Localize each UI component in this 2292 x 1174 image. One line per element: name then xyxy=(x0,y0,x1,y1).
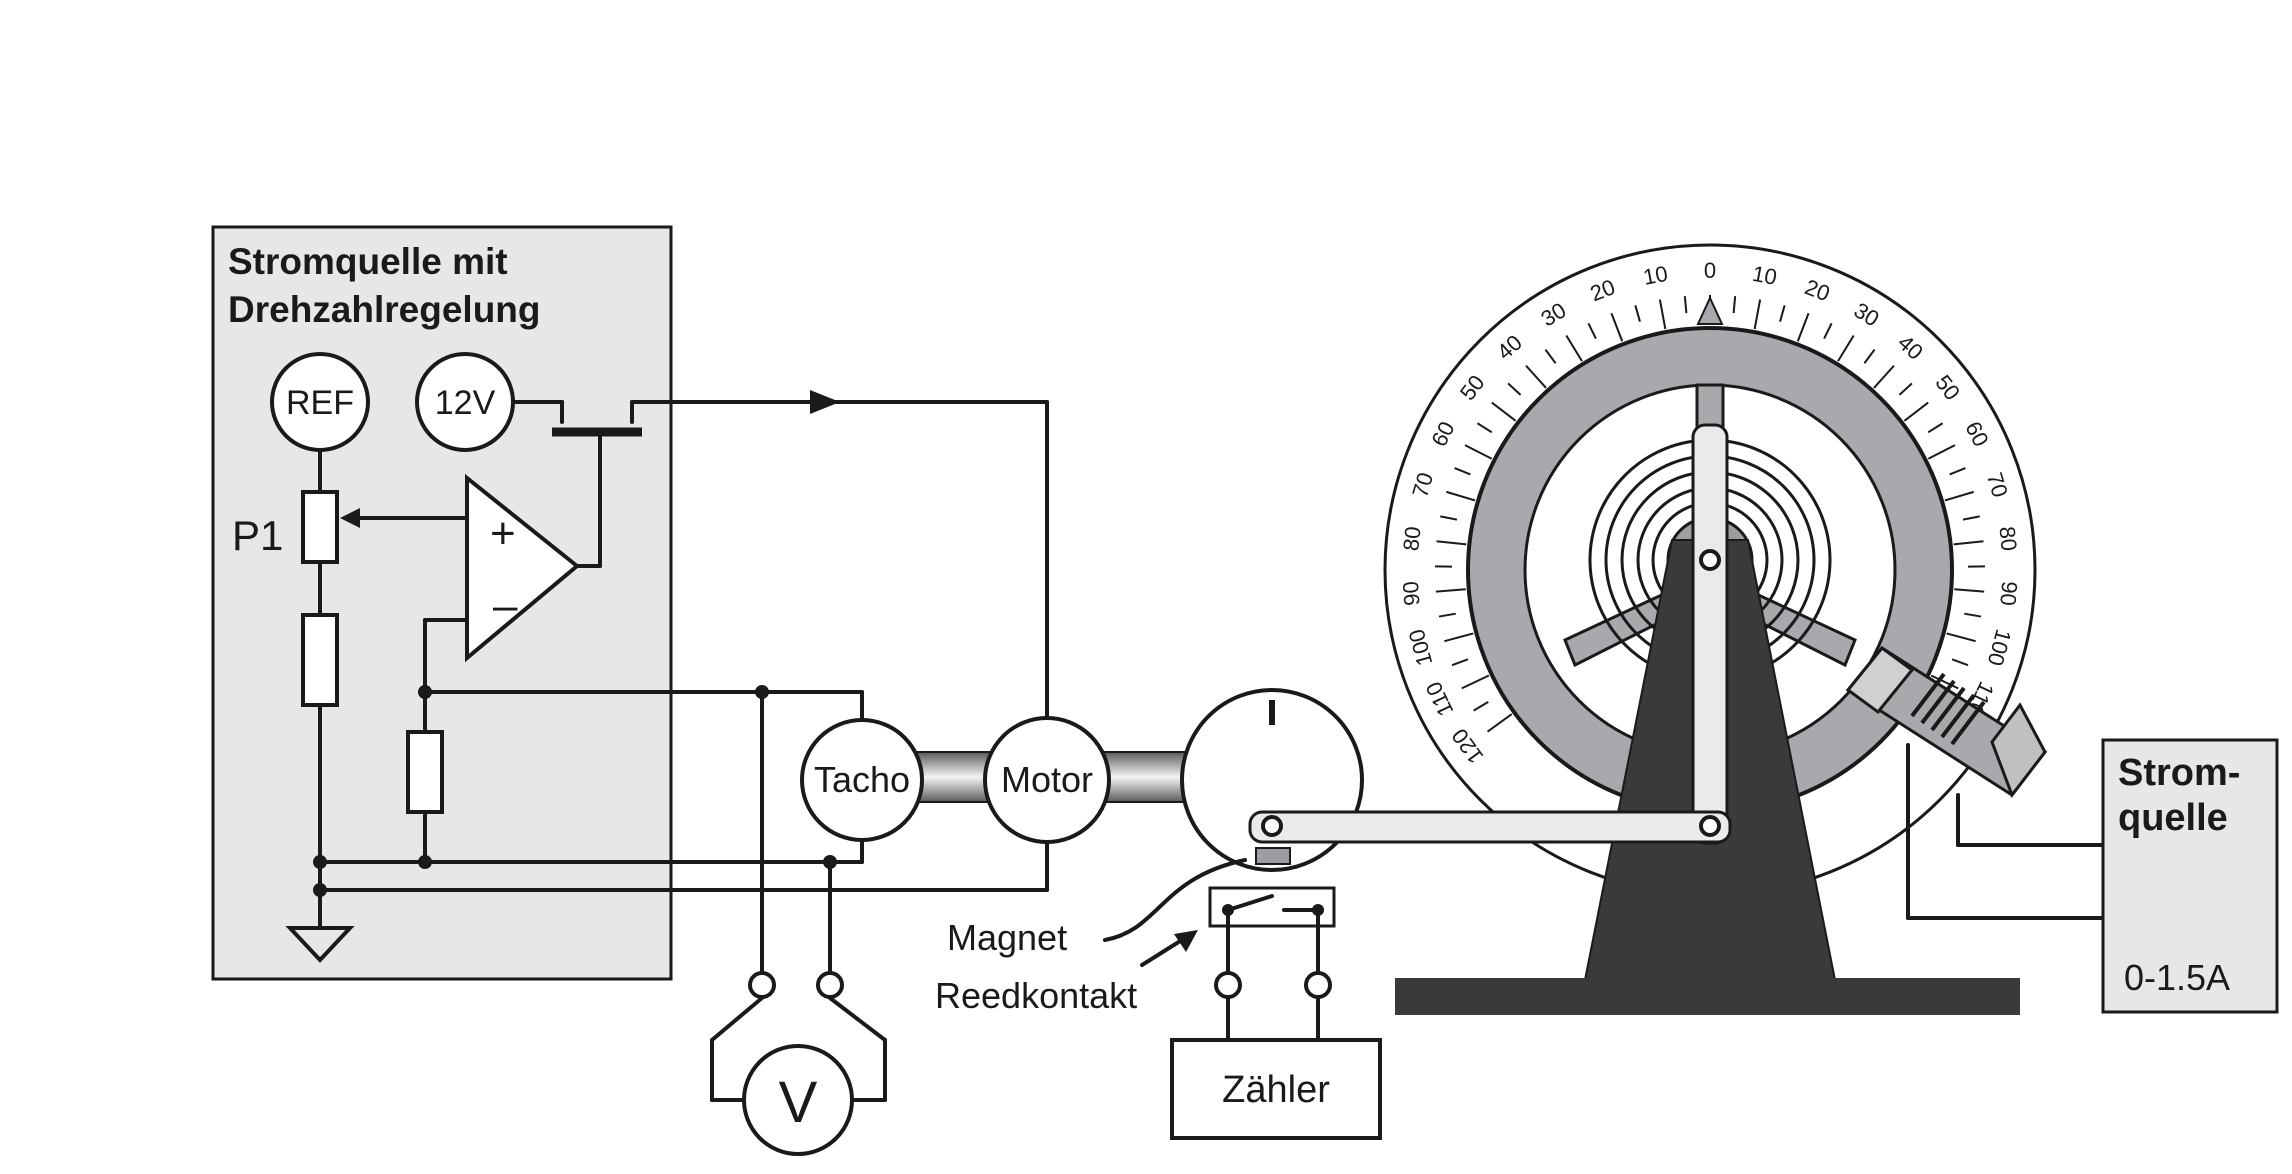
dial-tick xyxy=(1683,296,1688,314)
dial-tick xyxy=(1464,444,1493,460)
dial-tick xyxy=(1525,364,1547,389)
dial-tick xyxy=(1473,701,1489,712)
dial-tick xyxy=(1953,540,1984,546)
dial-tick xyxy=(1486,713,1513,733)
power-title-line1: Strom- xyxy=(2118,752,2240,794)
supply-12v: 12V xyxy=(415,352,515,452)
pot-label: P1 xyxy=(232,512,283,559)
potentiometer-p1: P1 xyxy=(232,490,339,564)
dial-tick xyxy=(1927,444,1956,460)
dial-tick xyxy=(1544,349,1557,364)
resistor-ground xyxy=(301,613,339,707)
dial-tick xyxy=(1954,588,1985,593)
dial-label: 10 xyxy=(1641,261,1670,290)
power-range: 0-1.5A xyxy=(2124,957,2230,998)
controller-wiring xyxy=(285,390,1049,985)
ref-source: REF xyxy=(270,352,370,452)
dial-tick xyxy=(1610,312,1624,342)
dial-tick xyxy=(1927,422,1944,434)
pendulum-arm xyxy=(1248,423,1732,845)
motor-label: Motor xyxy=(1001,759,1093,800)
dial-tick xyxy=(1951,658,1969,667)
dial-label: 80 xyxy=(1994,525,2021,552)
dial-tick xyxy=(1446,490,1476,502)
counter-label: Zähler xyxy=(1222,1069,1330,1111)
dial-tick xyxy=(1491,401,1517,422)
tacho-label: Tacho xyxy=(814,759,910,800)
dial-tick xyxy=(1634,305,1641,322)
dial-tick xyxy=(1823,322,1833,340)
dial-tick xyxy=(1962,515,1980,521)
voltmeter: V xyxy=(710,971,887,1156)
dial-tick xyxy=(1837,335,1855,362)
dial-tick xyxy=(1903,401,1929,422)
dial-tick xyxy=(1658,299,1667,330)
dial-tick xyxy=(1949,467,1966,476)
supply-label: 12V xyxy=(435,384,496,422)
dial-tick xyxy=(1930,674,1959,690)
controller-title-line1: Stromquelle mit xyxy=(228,241,508,282)
dial-tick xyxy=(1440,515,1458,521)
reed-label: Reedkontakt xyxy=(935,975,1137,1016)
dial-tick xyxy=(1796,312,1810,342)
dial-tick xyxy=(1863,349,1876,364)
dial-label: 90 xyxy=(1995,580,2022,606)
controller-panel: Stromquelle mit Drehzahlregelung xyxy=(211,225,673,981)
power-supply: Strom- quelle 0-1.5A xyxy=(1906,738,2279,1014)
dial-tick xyxy=(1507,382,1522,396)
resistor-feedback xyxy=(406,730,444,814)
dial-tick xyxy=(1438,612,1456,618)
controller-title-line2: Drehzahlregelung xyxy=(228,289,541,330)
opamp-minus: – xyxy=(493,581,518,630)
dial-tick xyxy=(1461,674,1490,690)
op-amp: + – xyxy=(465,473,581,663)
dial-tick xyxy=(1732,296,1737,314)
dial-tick xyxy=(1873,364,1895,389)
dial-label: 0 xyxy=(1704,258,1716,283)
dial-tick xyxy=(1454,467,1471,476)
dial-tick xyxy=(1587,322,1597,340)
dial-tick xyxy=(1451,658,1469,667)
magnet-label: Magnet xyxy=(947,917,1067,958)
ref-label: REF xyxy=(286,384,354,422)
dial-label: 90 xyxy=(1398,580,1425,606)
dial-tick xyxy=(1753,299,1762,330)
dial-tick xyxy=(1436,540,1467,546)
dial-tick xyxy=(1964,612,1982,618)
eddy-brake xyxy=(1845,645,2048,799)
dial-tick xyxy=(1946,632,1976,643)
dial-tick xyxy=(1435,588,1466,593)
reed-assembly: Magnet Reedkontakt Zähler xyxy=(935,847,1382,1140)
dial-tick xyxy=(1565,335,1583,362)
dial-label: 10 xyxy=(1750,261,1779,290)
dial-tick xyxy=(1476,422,1493,434)
voltmeter-label: V xyxy=(779,1070,818,1135)
dial-label: 80 xyxy=(1398,525,1425,552)
dial-tick xyxy=(1444,632,1474,643)
opamp-plus: + xyxy=(490,509,516,558)
dial-tick xyxy=(1779,305,1786,322)
dial-tick xyxy=(1944,490,1974,502)
dial-tick xyxy=(1898,382,1913,396)
power-title-line2: quelle xyxy=(2118,797,2228,839)
dial-ticks xyxy=(1435,295,1985,733)
